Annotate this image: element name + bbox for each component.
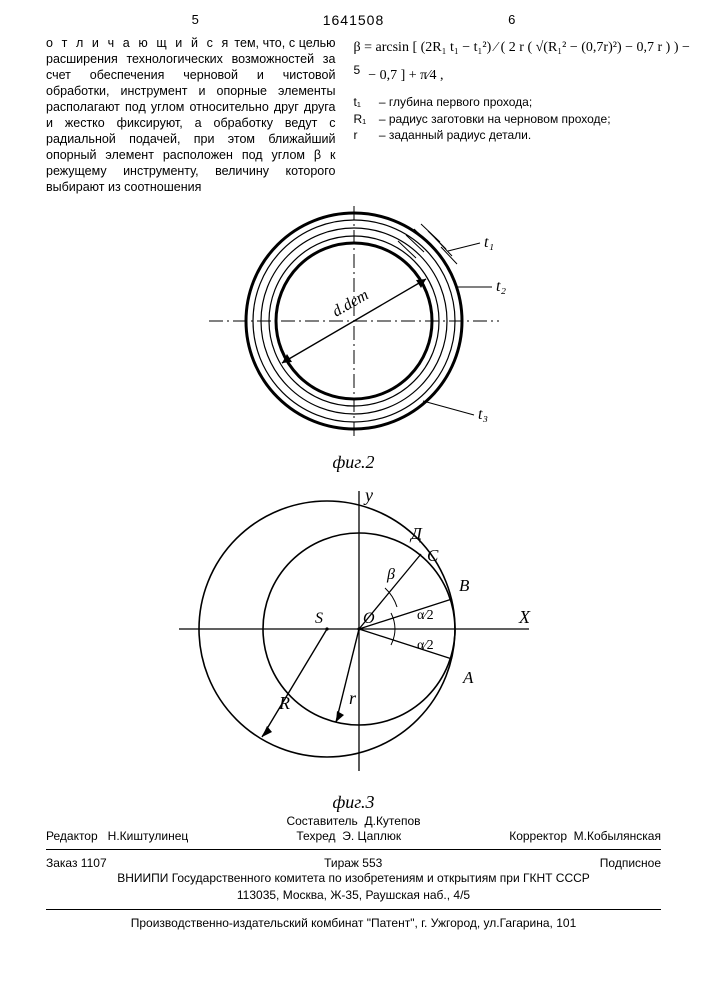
fig3-S: S [315,610,323,627]
def-txt: – радиус заготовки на черновом проходе; [379,112,611,126]
def-txt: – заданный радиус детали. [379,128,531,142]
fig2-d-label: d.dem [329,286,371,320]
corrector: Корректор М.Кобылянская [509,829,661,843]
fig3-x: X [518,607,531,627]
fig3-a2-top: α⁄2 [417,608,434,623]
fig2-t1: t₁ [484,234,494,251]
compiler-name: Д.Кутепов [364,814,420,828]
footer-line3: Производственно-издательский комбинат "П… [46,916,661,930]
rule-1 [46,849,661,850]
def-txt: – глубина первого прохода; [379,95,532,109]
fig3-C: C [427,546,439,565]
corrector-label: Корректор [509,829,567,843]
fig3-A: A [462,668,474,687]
footer-row1: Заказ 1107 Тираж 553 Подписное [46,856,661,870]
fig3-r: r [349,688,357,708]
fig3-a2-bot: α⁄2 [417,638,434,653]
fig3-B: B [459,576,470,595]
footer-line2: 113035, Москва, Ж-35, Раушская наб., 4/5 [46,887,661,904]
techred-label: Техред [296,829,335,843]
editor-label: Редактор [46,829,98,843]
def-row: t₁ – глубина первого прохода; [354,94,662,110]
subscript: Подписное [600,856,661,870]
techred-name: Э. Цаплюк [342,829,401,843]
formula-line1: β = arcsin [ (2R₁ t₁ − t₁²) ⁄ ( 2 r ( √(… [354,39,662,57]
def-sym: t₁ [354,94,376,110]
fig3-beta: β [386,566,395,583]
order: Заказ 1107 [46,856,107,870]
fig3-R: R [278,693,290,713]
doc-number: 1641508 [0,12,707,30]
fig2-t3: t₃ [478,406,488,423]
text-columns: о т л и ч а ю щ и й с я тем, что, с цель… [46,35,661,195]
fig3-D: Д [409,524,423,543]
credits-row: Редактор Н.Киштулинец Техред Э. Цаплюк К… [46,829,661,843]
corrector-name: М.Кобылянская [574,829,661,843]
formula-line2: − 0,7 ] + π⁄4 , [368,67,443,85]
fig2-svg: d.dem t₁ t₂ t₃ [174,201,534,449]
fig3-y: y [363,485,373,505]
figure-2: d.dem t₁ t₂ t₃ фиг.2 [46,201,661,473]
fig3-svg: X y S O R r [159,479,549,789]
def-row: r – заданный радиус детали. [354,127,662,143]
def-sym: R₁ [354,111,376,127]
tirazh: Тираж 553 [324,856,382,870]
figure-3: X y S O R r [46,479,661,813]
footer-line1: ВНИИПИ Государственного комитета по изоб… [46,870,661,887]
left-column: о т л и ч а ю щ и й с я тем, что, с цель… [46,35,336,195]
fig2-caption: фиг.2 [46,452,661,473]
definitions: t₁ – глубина первого прохода; R₁ – радиу… [354,94,662,143]
doc-number-wrap: 1641508 [0,12,707,38]
margin-num-5: 5 [354,63,361,78]
def-row: R₁ – радиус заготовки на черновом проход… [354,111,662,127]
fig2-t2: t₂ [496,278,506,295]
page: 5 1641508 6 о т л и ч а ю щ и й с я тем,… [0,0,707,1000]
left-body: тем, что, с целью расширения технологиче… [46,36,336,194]
fig3-caption: фиг.3 [46,792,661,813]
editor: Редактор Н.Киштулинец [46,829,188,843]
def-sym: r [354,127,376,143]
right-column: β = arcsin [ (2R₁ t₁ − t₁²) ⁄ ( 2 r ( √(… [354,35,662,195]
editor-name: Н.Киштулинец [108,829,189,843]
compiler-label: Составитель [286,814,357,828]
header-row: 5 1641508 6 [46,12,661,35]
footer-org: ВНИИПИ Государственного комитета по изоб… [46,870,661,904]
credits-compiler: Составитель Д.Кутепов [46,813,661,829]
rule-2 [46,909,661,910]
techred: Техред Э. Цаплюк [296,829,401,843]
